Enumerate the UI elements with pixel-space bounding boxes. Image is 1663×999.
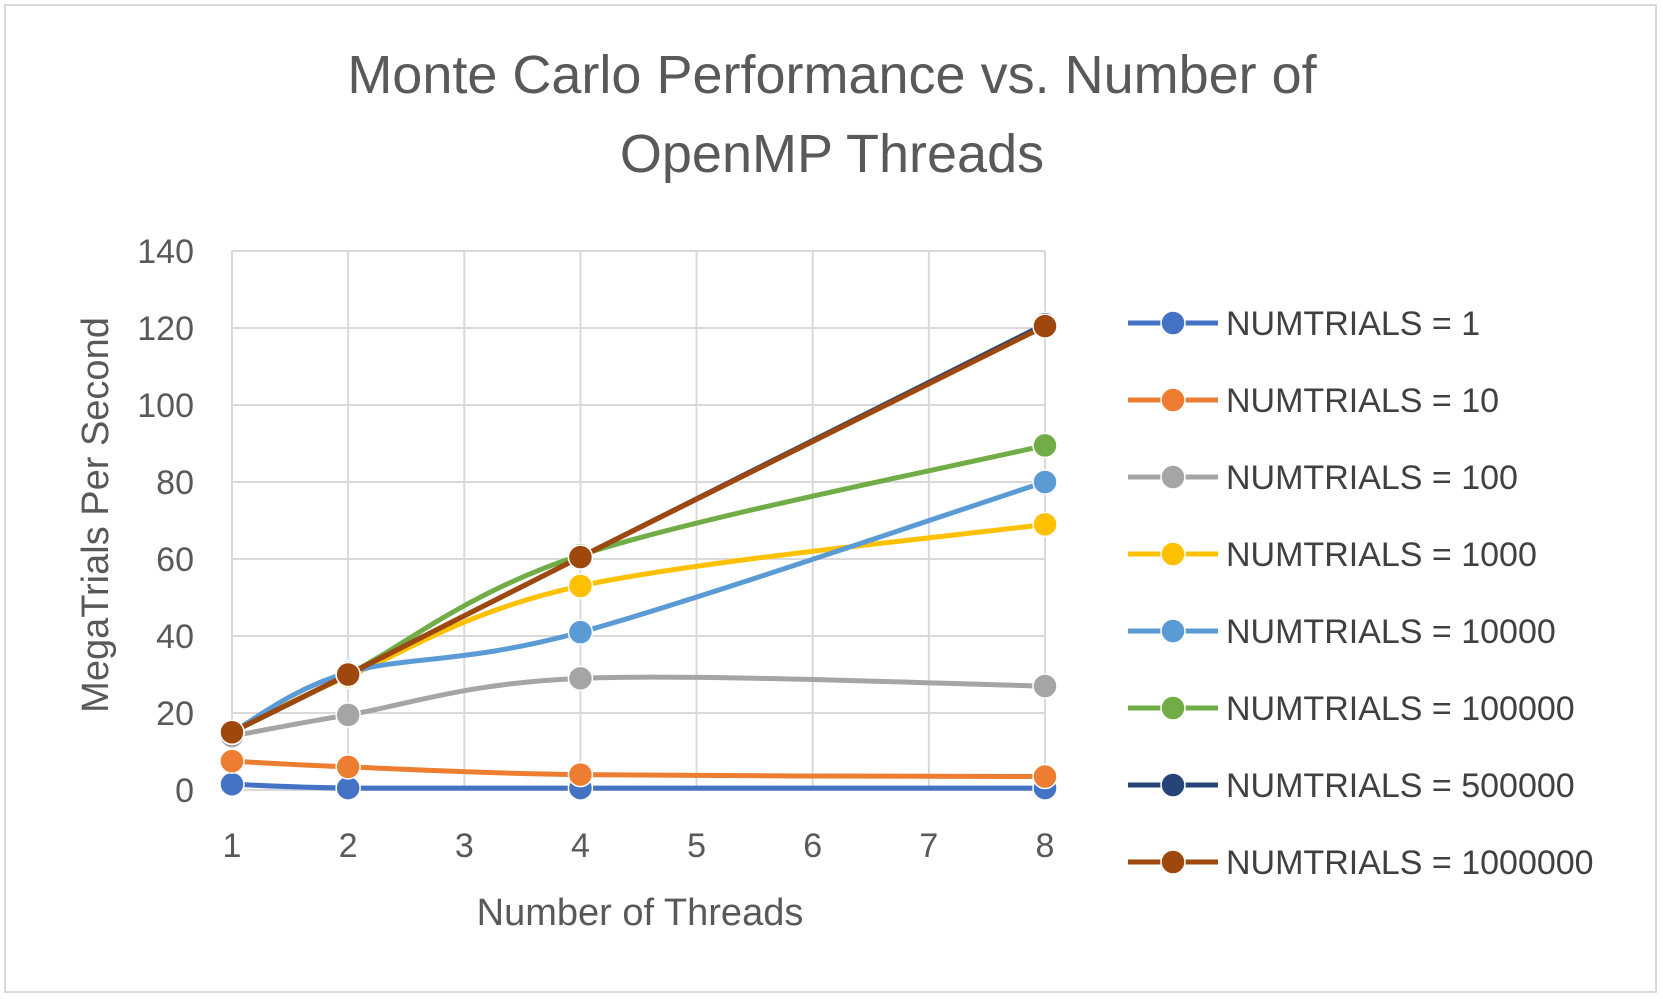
data-point [335, 702, 361, 728]
chart-title: Monte Carlo Performance vs. Number of Op… [347, 45, 1317, 184]
series-6 [219, 432, 1058, 745]
chart-title-line-2: OpenMP Threads [620, 124, 1044, 184]
data-point [1032, 313, 1058, 339]
series-lines [219, 311, 1058, 801]
data-point [1032, 432, 1058, 459]
legend-label: NUMTRIALS = 500000 [1226, 767, 1575, 805]
x-tick-label: 2 [339, 827, 358, 865]
data-point [567, 619, 594, 645]
series-2 [219, 748, 1058, 790]
x-tick-label: 8 [1036, 827, 1055, 865]
x-tick-label: 1 [223, 827, 242, 865]
series-line [229, 323, 1048, 735]
x-axis-title: Number of Threads [477, 892, 804, 934]
y-tick-label: 40 [156, 618, 194, 656]
legend-label: NUMTRIALS = 10000 [1226, 613, 1556, 651]
legend-item: NUMTRIALS = 10 [1128, 382, 1499, 420]
legend-marker [1160, 310, 1186, 336]
data-point [1032, 511, 1058, 538]
series-line [229, 781, 1048, 791]
tick-labels: 0 20 40 60 80 100 120 140 1 2 3 4 5 6 7 8 [137, 233, 1054, 865]
data-point [1032, 469, 1058, 495]
data-point [1032, 763, 1058, 790]
legend-marker [1160, 695, 1186, 721]
legend-item: NUMTRIALS = 1 [1128, 305, 1480, 343]
series-line [229, 479, 1048, 735]
legend: NUMTRIALS = 1 NUMTRIALS = 10 NUMTRIALS = 1… [1128, 305, 1594, 882]
series-line [229, 674, 1048, 739]
data-point [219, 748, 245, 774]
data-point [219, 719, 245, 745]
data-point [335, 754, 361, 780]
legend-marker [1160, 464, 1186, 490]
series-line [229, 758, 1048, 780]
legend-marker [1160, 849, 1186, 875]
legend-label: NUMTRIALS = 1000 [1226, 536, 1537, 574]
chart-title-line-1: Monte Carlo Performance vs. Number of [347, 45, 1317, 105]
x-tick-label: 4 [571, 827, 590, 865]
data-point [335, 661, 361, 688]
data-point [219, 771, 245, 797]
data-point [567, 665, 594, 692]
legend-item: NUMTRIALS = 1000 [1128, 536, 1537, 574]
legend-label: NUMTRIALS = 1 [1226, 305, 1480, 343]
y-tick-label: 0 [175, 772, 194, 810]
legend-marker [1160, 387, 1186, 413]
legend-item: NUMTRIALS = 100 [1128, 459, 1518, 497]
y-tick-label: 140 [137, 233, 194, 271]
y-tick-label: 20 [156, 695, 194, 733]
series-line [229, 521, 1048, 735]
series-8 [219, 313, 1058, 745]
x-tick-label: 7 [919, 827, 938, 865]
data-point [567, 761, 594, 788]
legend-marker [1160, 541, 1186, 567]
y-axis-title: MegaTrials Per Second [75, 317, 117, 713]
legend-label: NUMTRIALS = 10 [1226, 382, 1499, 420]
data-point [335, 775, 361, 801]
legend-item: NUMTRIALS = 10000 [1128, 613, 1556, 651]
x-tick-label: 5 [687, 827, 706, 865]
legend-label: NUMTRIALS = 1000000 [1226, 844, 1594, 882]
chart-frame [4, 4, 1657, 993]
series-line [229, 442, 1048, 735]
y-tick-label: 100 [137, 387, 194, 425]
x-tick-label: 3 [455, 827, 474, 865]
legend-label: NUMTRIALS = 100000 [1226, 690, 1575, 728]
legend-item: NUMTRIALS = 1000000 [1128, 844, 1594, 882]
y-tick-label: 60 [156, 541, 194, 579]
y-tick-label: 120 [137, 310, 194, 348]
y-tick-label: 80 [156, 464, 194, 502]
legend-label: NUMTRIALS = 100 [1226, 459, 1518, 497]
data-point [1032, 673, 1058, 699]
data-point [567, 573, 594, 599]
legend-item: NUMTRIALS = 100000 [1128, 690, 1575, 728]
legend-item: NUMTRIALS = 500000 [1128, 767, 1575, 805]
data-point [567, 544, 594, 570]
legend-marker [1160, 618, 1186, 644]
x-tick-label: 6 [803, 827, 822, 865]
legend-marker [1160, 772, 1186, 798]
